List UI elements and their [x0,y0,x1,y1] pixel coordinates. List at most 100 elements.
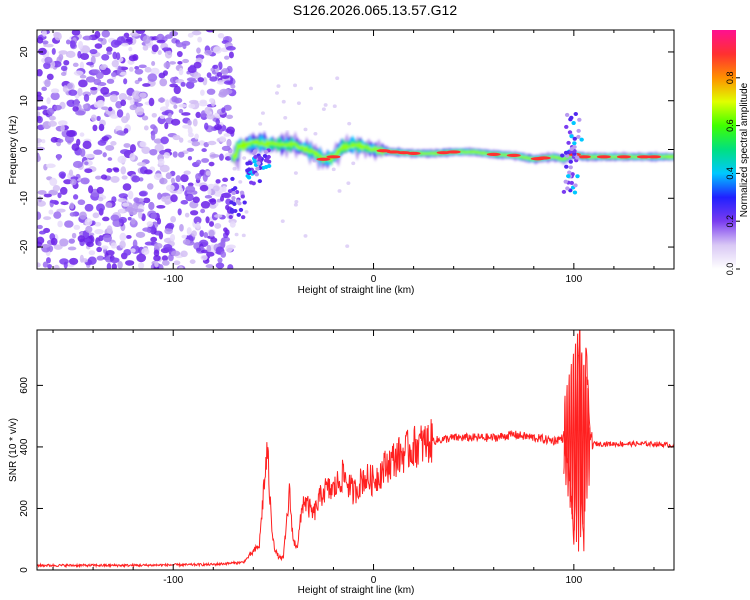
noise-blob [172,134,181,141]
burst-blob [257,155,263,160]
noise-blob [206,113,215,120]
noise-blob [85,225,93,233]
noise-blob [189,259,196,264]
burst-blob [569,134,574,139]
noise-blob [147,73,158,82]
noise-blob [176,50,183,58]
noise-blob [58,50,68,55]
noise-blob [79,211,87,220]
noise-blob [97,37,104,42]
burst-blob [564,153,570,158]
noise-blob [167,113,173,118]
noise-blob [121,175,128,180]
burst-blob [252,149,258,154]
noise-blob [97,241,102,247]
noise-blob [345,244,350,248]
noise-blob [120,149,130,155]
noise-blob [60,124,65,132]
noise-blob [148,201,155,211]
noise-blob [89,48,98,55]
noise-blob [178,67,184,76]
burst-blob [246,175,252,180]
noise-blob [195,111,201,119]
noise-blob [77,235,85,243]
spectrogram-xlabel: Height of straight line (km) [298,285,415,296]
noise-blob [136,161,147,167]
noise-blob [205,264,214,269]
noise-blob [156,39,166,44]
noise-blob [97,85,102,92]
noise-blob [303,234,308,238]
noise-blob [135,30,146,34]
noise-blob [107,157,113,161]
burst-blob [566,140,571,145]
noise-blob [158,264,164,269]
snr-ytick-label: 600 [19,377,30,394]
spectrogram-xtick-label: -100 [163,274,183,285]
noise-blob [122,183,132,191]
noise-blob [337,189,342,193]
noise-blob [66,83,73,89]
noise-blob [346,181,351,185]
noise-blob [221,67,229,76]
noise-blob [101,106,109,111]
noise-blob [258,122,263,126]
noise-blob [178,103,188,108]
burst-blob [229,209,235,214]
noise-blob [150,81,156,86]
noise-blob [73,98,80,108]
noise-blob [163,61,171,69]
noise-blob [112,51,118,60]
noise-blob [50,88,60,94]
ridge-peak [446,150,461,154]
noise-blob [127,216,132,221]
noise-blob [117,261,123,269]
noise-blob [186,227,192,235]
snr-xtick-label: 0 [371,575,377,586]
noise-blob [323,103,328,107]
spectrogram-marks [37,30,674,269]
noise-blob [209,204,217,209]
noise-blob [189,79,198,84]
noise-blob [165,172,172,180]
noise-blob [181,234,187,239]
noise-blob [71,232,77,239]
snr-ytick-label: 400 [19,438,30,455]
noise-blob [125,36,133,43]
noise-blob [148,97,155,107]
noise-blob [109,257,120,264]
noise-blob [190,210,199,216]
noise-blob [105,250,115,256]
noise-blob [95,175,102,180]
spectrogram-xtick-label: 100 [565,274,582,285]
burst-blob [253,155,258,160]
noise-blob [157,192,162,200]
colorbar-tick-label: 0.4 [725,167,735,180]
noise-blob [117,65,122,74]
noise-blob [151,112,157,118]
noise-blob [48,120,57,127]
burst-blob [576,134,581,139]
noise-blob [195,173,202,181]
noise-blob [51,47,56,55]
burst-blob [579,137,584,142]
noise-blob [242,156,247,160]
burst-blob [566,174,571,179]
spectrogram-ytick-label: -20 [19,239,30,254]
noise-blob [154,143,164,152]
noise-blob [173,104,178,109]
noise-blob [165,99,170,108]
noise-blob [88,185,94,194]
noise-blob [85,153,95,159]
noise-blob [187,182,194,187]
noise-blob [134,208,144,213]
noise-blob [130,248,136,253]
noise-blob [58,171,67,179]
noise-blob [203,231,209,239]
noise-blob [150,236,158,243]
noise-blob [88,250,96,256]
noise-blob [157,50,162,55]
noise-blob [208,221,215,227]
noise-blob [111,263,117,269]
